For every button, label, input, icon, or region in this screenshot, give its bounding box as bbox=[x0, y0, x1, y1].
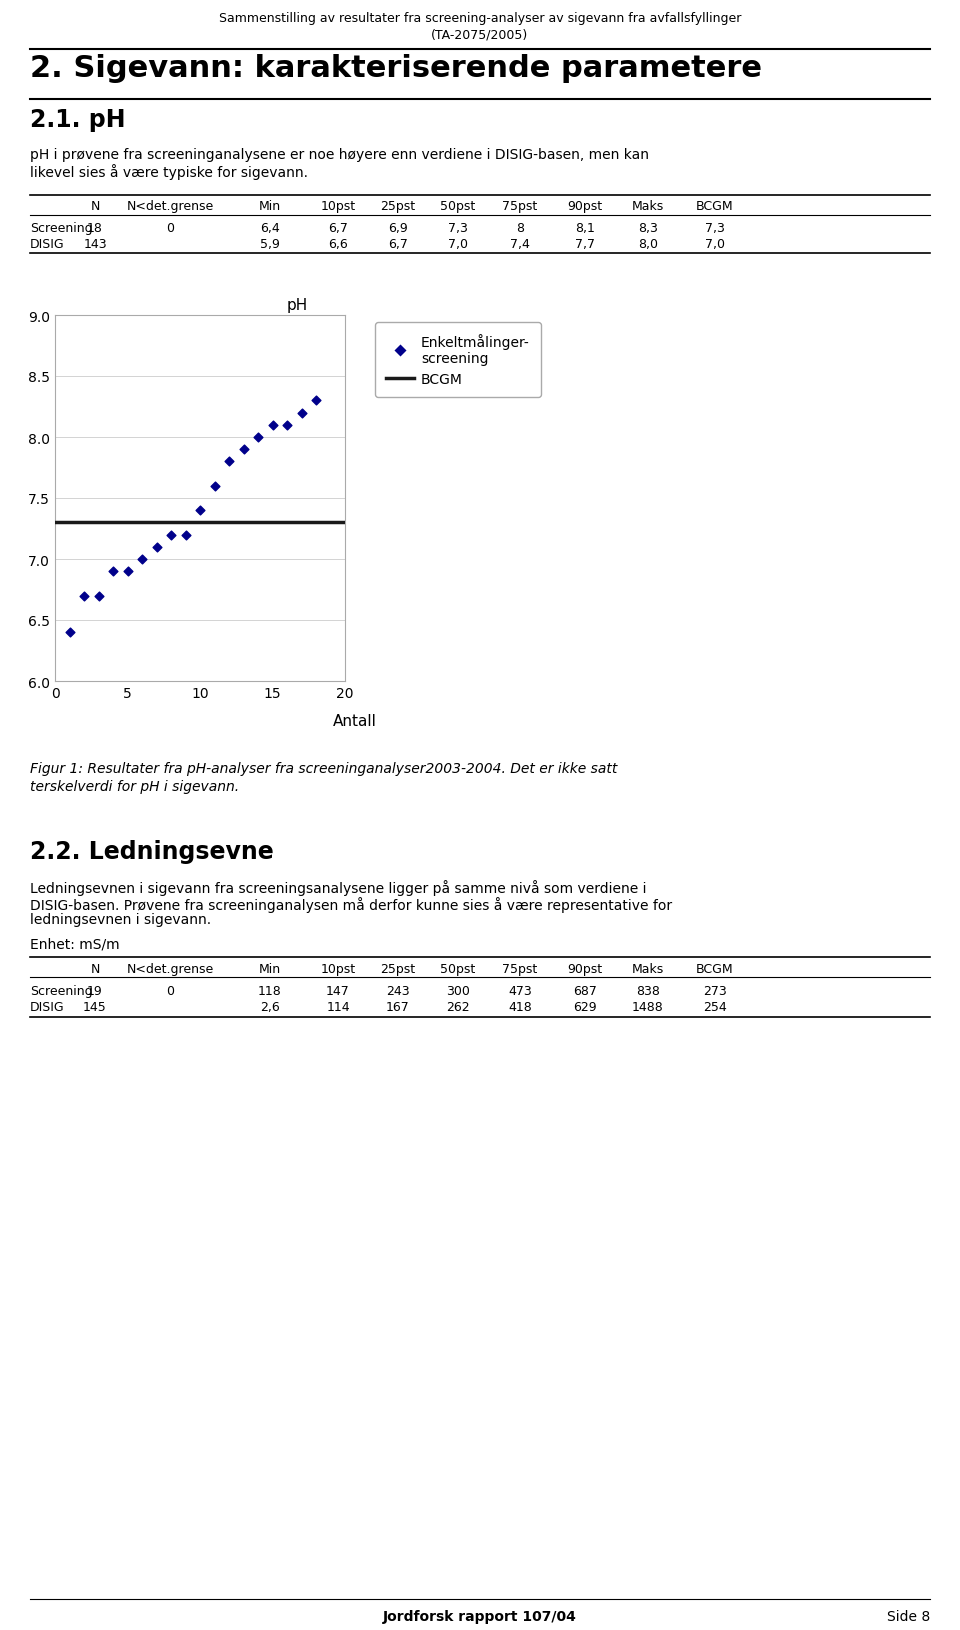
Text: 8: 8 bbox=[516, 222, 524, 235]
Point bbox=[178, 522, 193, 548]
Text: Figur 1: Resultater fra pH-analyser fra screeninganalyser2003-2004. Det er ikke : Figur 1: Resultater fra pH-analyser fra … bbox=[30, 761, 617, 776]
Text: Screening: Screening bbox=[30, 985, 92, 998]
Text: 7,0: 7,0 bbox=[448, 238, 468, 251]
Text: (TA-2075/2005): (TA-2075/2005) bbox=[431, 28, 529, 41]
Text: 8,3: 8,3 bbox=[638, 222, 658, 235]
Text: 118: 118 bbox=[258, 985, 282, 998]
Text: 7,3: 7,3 bbox=[705, 222, 725, 235]
Text: 300: 300 bbox=[446, 985, 470, 998]
Point bbox=[265, 412, 280, 438]
Text: DISIG: DISIG bbox=[30, 1001, 64, 1014]
Point bbox=[61, 619, 77, 645]
Text: 19: 19 bbox=[87, 985, 103, 998]
Point bbox=[76, 584, 92, 610]
Point bbox=[206, 473, 222, 499]
Text: likevel sies å være typiske for sigevann.: likevel sies å være typiske for sigevann… bbox=[30, 165, 308, 179]
Text: 147: 147 bbox=[326, 985, 349, 998]
Text: 8,0: 8,0 bbox=[638, 238, 658, 251]
Text: 6,7: 6,7 bbox=[328, 222, 348, 235]
Text: 7,3: 7,3 bbox=[448, 222, 468, 235]
Text: 2.2. Ledningsevne: 2.2. Ledningsevne bbox=[30, 839, 274, 864]
Text: 262: 262 bbox=[446, 1001, 469, 1014]
Text: BCGM: BCGM bbox=[696, 200, 733, 214]
Text: 6,6: 6,6 bbox=[328, 238, 348, 251]
Text: 0: 0 bbox=[166, 985, 174, 998]
Text: 473: 473 bbox=[508, 985, 532, 998]
Text: 8,1: 8,1 bbox=[575, 222, 595, 235]
Text: Antall: Antall bbox=[333, 714, 377, 729]
Point bbox=[236, 437, 252, 463]
Text: N<det.grense: N<det.grense bbox=[127, 200, 214, 214]
Text: 7,7: 7,7 bbox=[575, 238, 595, 251]
Text: ledningsevnen i sigevann.: ledningsevnen i sigevann. bbox=[30, 913, 211, 926]
Text: 145: 145 bbox=[84, 1001, 107, 1014]
Point bbox=[294, 401, 309, 427]
Point bbox=[251, 425, 266, 452]
Text: Ledningsevnen i sigevann fra screeningsanalysene ligger på samme nivå som verdie: Ledningsevnen i sigevann fra screeningsa… bbox=[30, 880, 646, 895]
Point bbox=[192, 497, 207, 523]
Text: 5,9: 5,9 bbox=[260, 238, 280, 251]
Text: 50pst: 50pst bbox=[441, 962, 475, 975]
Point bbox=[279, 412, 295, 438]
Text: DISIG-basen. Prøvene fra screeninganalysen må derfor kunne sies å være represent: DISIG-basen. Prøvene fra screeninganalys… bbox=[30, 897, 672, 913]
Text: N: N bbox=[90, 200, 100, 214]
Text: Min: Min bbox=[259, 200, 281, 214]
Text: 10pst: 10pst bbox=[321, 962, 355, 975]
Text: 10pst: 10pst bbox=[321, 200, 355, 214]
Point bbox=[91, 584, 107, 610]
Text: 6,4: 6,4 bbox=[260, 222, 280, 235]
Text: Sammenstilling av resultater fra screening-analyser av sigevann fra avfallsfylli: Sammenstilling av resultater fra screeni… bbox=[219, 11, 741, 24]
Text: 7,0: 7,0 bbox=[705, 238, 725, 251]
Text: 50pst: 50pst bbox=[441, 200, 475, 214]
Text: 6,7: 6,7 bbox=[388, 238, 408, 251]
Point bbox=[308, 388, 324, 414]
Text: Jordforsk rapport 107/04: Jordforsk rapport 107/04 bbox=[383, 1609, 577, 1623]
Point bbox=[222, 450, 237, 476]
Text: 0: 0 bbox=[166, 222, 174, 235]
Text: N: N bbox=[90, 962, 100, 975]
Text: pH: pH bbox=[287, 298, 308, 313]
Text: 629: 629 bbox=[573, 1001, 597, 1014]
Text: Side 8: Side 8 bbox=[887, 1609, 930, 1623]
Text: 90pst: 90pst bbox=[567, 200, 603, 214]
Point bbox=[120, 559, 135, 585]
Text: 243: 243 bbox=[386, 985, 410, 998]
Text: 25pst: 25pst bbox=[380, 200, 416, 214]
Text: 2,6: 2,6 bbox=[260, 1001, 280, 1014]
Text: N<det.grense: N<det.grense bbox=[127, 962, 214, 975]
Text: 687: 687 bbox=[573, 985, 597, 998]
Text: 838: 838 bbox=[636, 985, 660, 998]
Text: Maks: Maks bbox=[632, 200, 664, 214]
Point bbox=[149, 535, 164, 561]
Text: 418: 418 bbox=[508, 1001, 532, 1014]
Point bbox=[134, 546, 150, 572]
Text: Min: Min bbox=[259, 962, 281, 975]
Text: 167: 167 bbox=[386, 1001, 410, 1014]
Text: 1488: 1488 bbox=[632, 1001, 664, 1014]
Text: DISIG: DISIG bbox=[30, 238, 64, 251]
Text: 143: 143 bbox=[84, 238, 107, 251]
Text: BCGM: BCGM bbox=[696, 962, 733, 975]
Text: Enhet: mS/m: Enhet: mS/m bbox=[30, 937, 120, 952]
Text: Maks: Maks bbox=[632, 962, 664, 975]
Text: terskelverdi for pH i sigevann.: terskelverdi for pH i sigevann. bbox=[30, 779, 239, 794]
Text: 75pst: 75pst bbox=[502, 962, 538, 975]
Text: 273: 273 bbox=[703, 985, 727, 998]
Legend: Enkeltmålinger-
screening, BCGM: Enkeltmålinger- screening, BCGM bbox=[375, 323, 540, 398]
Text: 254: 254 bbox=[703, 1001, 727, 1014]
Text: 75pst: 75pst bbox=[502, 200, 538, 214]
Text: 7,4: 7,4 bbox=[510, 238, 530, 251]
Text: 2.1. pH: 2.1. pH bbox=[30, 108, 126, 132]
Text: 2. Sigevann: karakteriserende parametere: 2. Sigevann: karakteriserende parametere bbox=[30, 54, 762, 83]
Text: pH i prøvene fra screeninganalysene er noe høyere enn verdiene i DISIG-basen, me: pH i prøvene fra screeninganalysene er n… bbox=[30, 148, 649, 161]
Text: 18: 18 bbox=[87, 222, 103, 235]
Text: 6,9: 6,9 bbox=[388, 222, 408, 235]
Text: 25pst: 25pst bbox=[380, 962, 416, 975]
Point bbox=[106, 559, 121, 585]
Text: 90pst: 90pst bbox=[567, 962, 603, 975]
Text: Screening: Screening bbox=[30, 222, 92, 235]
Text: 114: 114 bbox=[326, 1001, 349, 1014]
Point bbox=[163, 522, 179, 548]
